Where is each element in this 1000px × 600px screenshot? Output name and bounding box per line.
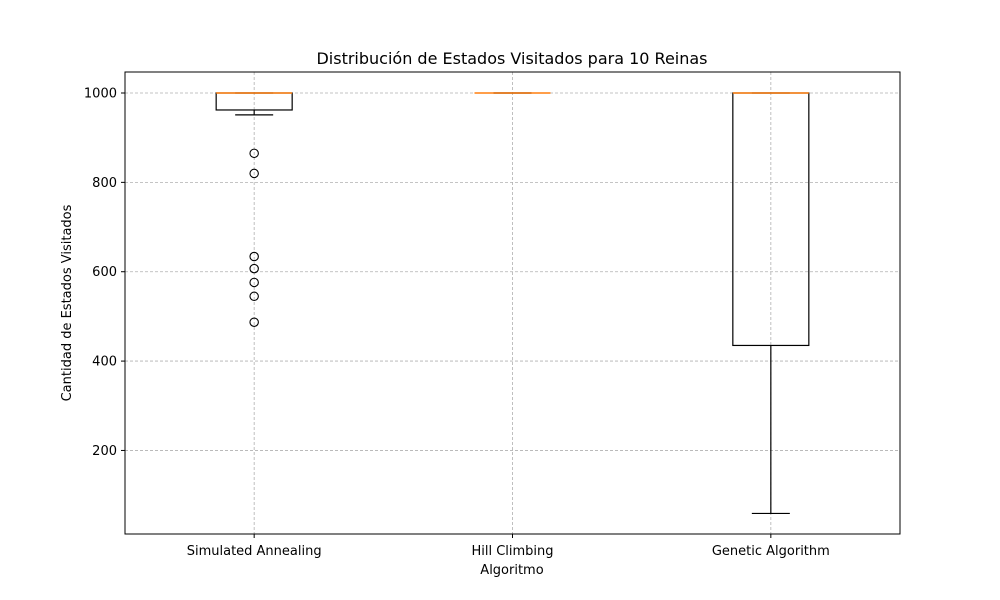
x-tick-label: Genetic Algorithm	[712, 544, 830, 559]
outlier-point	[249, 277, 259, 288]
outlier-point	[249, 168, 259, 179]
x-tick-label: Hill Climbing	[471, 544, 553, 559]
box-group	[732, 92, 810, 515]
tick-layer: 200 400 600 800 1000 Simulated Annealing Hill …	[84, 87, 830, 560]
box-group	[215, 92, 293, 327]
x-axis-label: Algoritmo	[480, 563, 543, 578]
chart-title: Distribución de Estados Visitados para 1…	[316, 49, 707, 68]
grid-layer	[125, 72, 900, 534]
x-tick-label: Simulated Annealing	[187, 544, 322, 559]
outlier-point	[249, 263, 259, 274]
y-tick-label: 400	[92, 355, 117, 370]
outlier-point	[249, 291, 259, 302]
box-layer	[215, 92, 810, 515]
y-tick-label: 1000	[84, 87, 117, 102]
y-tick-label: 600	[92, 265, 117, 280]
outlier-point	[249, 317, 259, 327]
y-tick-label: 800	[92, 176, 117, 191]
y-tick-label: 200	[92, 444, 117, 459]
outlier-point	[249, 148, 259, 159]
y-axis-label: Cantidad de Estados Visitados	[60, 204, 75, 401]
outlier-point	[249, 251, 259, 262]
